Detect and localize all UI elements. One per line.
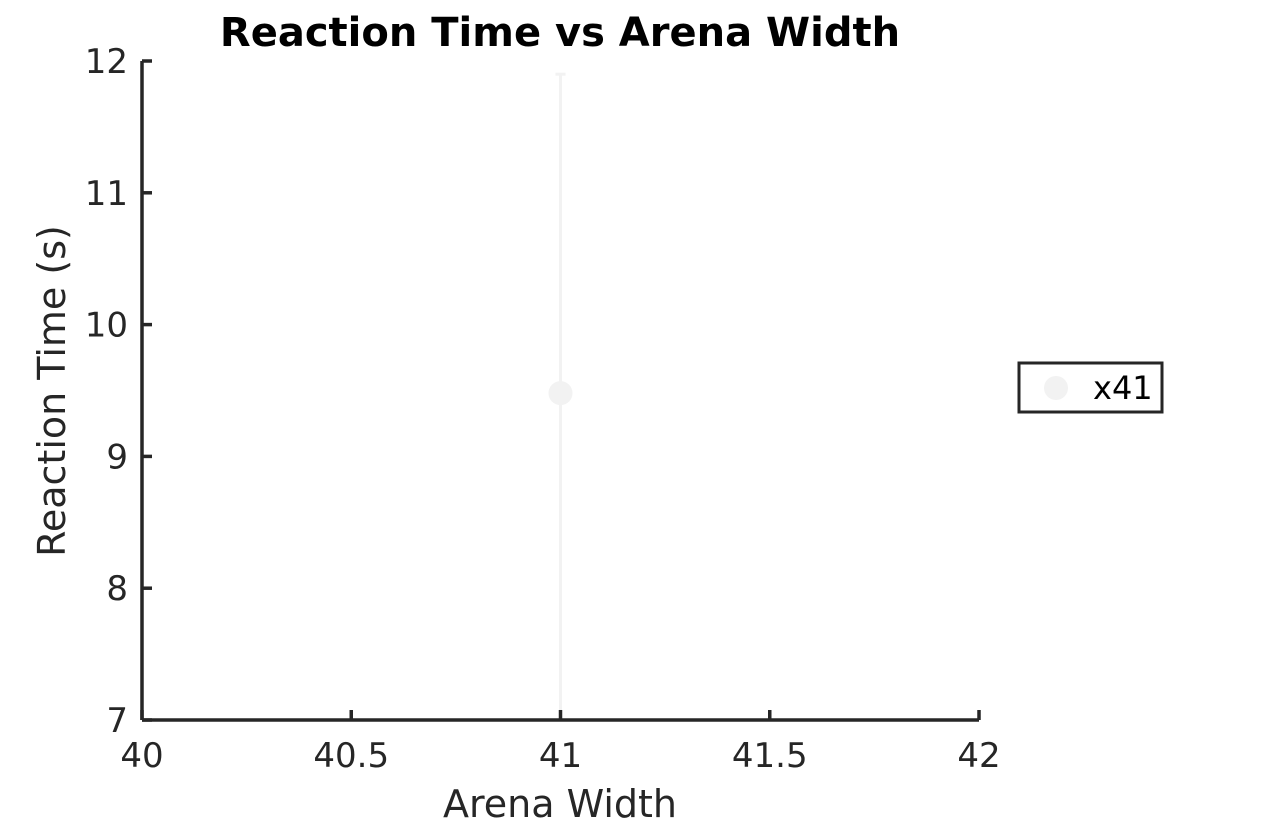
- x-tick-label: 41.5: [732, 736, 808, 776]
- data-point: [548, 381, 573, 406]
- legend: x41: [1017, 361, 1164, 414]
- y-axis-ticks: 7 8 9 10 11 12: [85, 42, 152, 741]
- x-axis-label: Arena Width: [443, 782, 677, 826]
- legend-marker: [1044, 376, 1068, 400]
- chart-title: Reaction Time vs Arena Width: [220, 10, 900, 56]
- y-axis-label: Reaction Time (s): [30, 225, 74, 557]
- x-tick-label: 41: [539, 736, 582, 776]
- y-tick-label: 7: [106, 701, 128, 741]
- y-tick-label: 8: [106, 569, 128, 609]
- y-tick-label: 11: [85, 174, 128, 214]
- x-tick-label: 42: [957, 736, 1000, 776]
- y-tick-label: 12: [85, 42, 128, 82]
- x-axis-ticks: 40 40.5 41 41.5 42: [120, 710, 1001, 776]
- x-tick-label: 40: [120, 736, 163, 776]
- y-tick-label: 9: [106, 437, 128, 477]
- legend-box: [1017, 361, 1164, 414]
- data-marks: [548, 72, 573, 720]
- legend-label: x41: [1093, 369, 1153, 407]
- legend-items: x41: [1044, 369, 1153, 407]
- y-tick-label: 10: [85, 306, 128, 346]
- x-tick-label: 40.5: [313, 736, 389, 776]
- plot-area: 7 8 9 10 11 12 40 40.5 41 41.5 42: [85, 42, 1001, 776]
